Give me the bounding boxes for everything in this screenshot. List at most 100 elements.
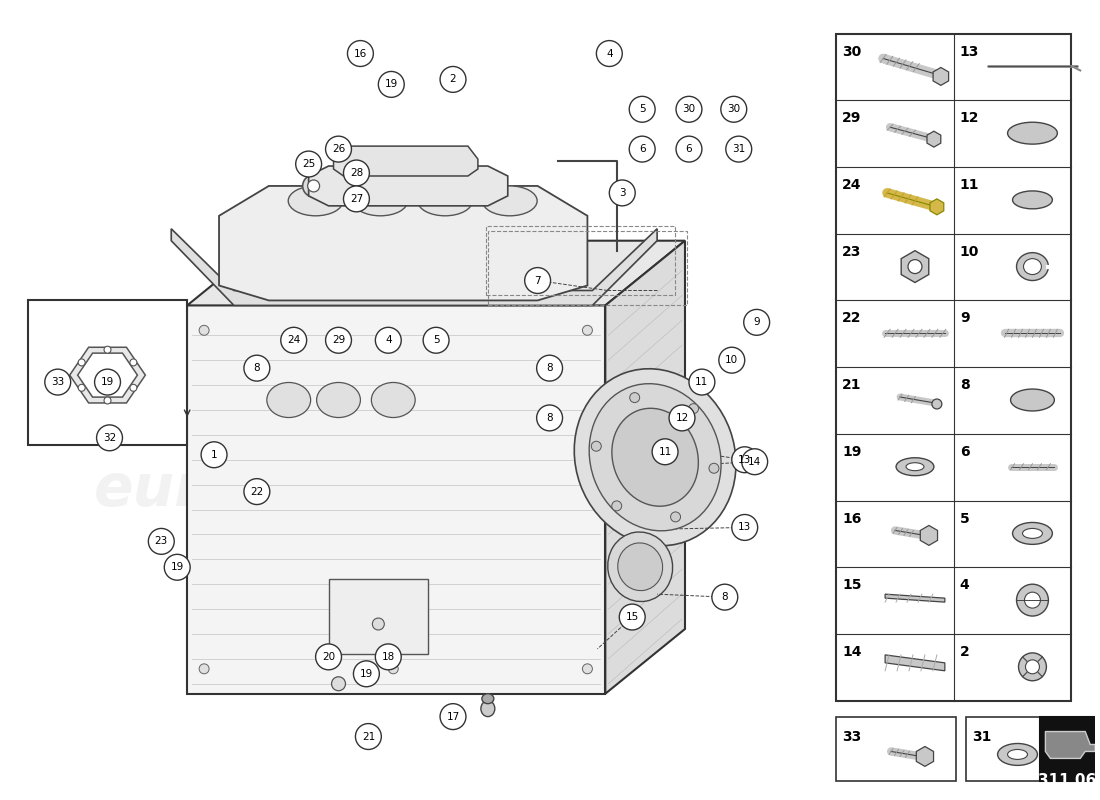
Circle shape bbox=[596, 41, 623, 66]
Circle shape bbox=[726, 136, 751, 162]
Circle shape bbox=[97, 425, 122, 450]
Circle shape bbox=[440, 66, 466, 92]
Text: 311 06: 311 06 bbox=[1038, 774, 1097, 788]
Text: eurospares: eurospares bbox=[95, 461, 463, 518]
Text: 4: 4 bbox=[606, 49, 613, 58]
Text: 31: 31 bbox=[733, 144, 746, 154]
Ellipse shape bbox=[1011, 389, 1055, 411]
Text: 19: 19 bbox=[843, 445, 861, 459]
Circle shape bbox=[676, 136, 702, 162]
Ellipse shape bbox=[1023, 258, 1042, 274]
Text: 27: 27 bbox=[350, 194, 363, 204]
Circle shape bbox=[537, 405, 562, 431]
Ellipse shape bbox=[1019, 653, 1046, 681]
Circle shape bbox=[669, 405, 695, 431]
Circle shape bbox=[652, 439, 678, 465]
Circle shape bbox=[676, 96, 702, 122]
Ellipse shape bbox=[353, 186, 408, 216]
Ellipse shape bbox=[1023, 529, 1043, 538]
Text: 5: 5 bbox=[432, 335, 439, 346]
Ellipse shape bbox=[104, 346, 111, 354]
Bar bbox=[1041, 717, 1096, 782]
Polygon shape bbox=[933, 67, 948, 86]
Ellipse shape bbox=[1012, 191, 1053, 209]
Ellipse shape bbox=[308, 180, 320, 192]
Ellipse shape bbox=[932, 399, 942, 409]
Text: 33: 33 bbox=[843, 730, 861, 743]
Text: 5: 5 bbox=[960, 511, 969, 526]
Ellipse shape bbox=[78, 359, 85, 366]
Text: 19: 19 bbox=[360, 669, 373, 678]
Text: 9: 9 bbox=[754, 318, 760, 327]
Text: 26: 26 bbox=[332, 144, 345, 154]
Circle shape bbox=[712, 584, 738, 610]
Text: 11: 11 bbox=[695, 377, 708, 387]
Text: 8: 8 bbox=[960, 378, 969, 392]
Circle shape bbox=[164, 554, 190, 580]
Circle shape bbox=[244, 355, 270, 381]
Circle shape bbox=[326, 327, 352, 354]
Text: 8: 8 bbox=[547, 413, 553, 423]
Ellipse shape bbox=[590, 384, 722, 531]
Text: 11: 11 bbox=[659, 446, 672, 457]
Circle shape bbox=[732, 446, 758, 473]
Circle shape bbox=[95, 369, 121, 395]
Text: 19: 19 bbox=[385, 79, 398, 90]
Circle shape bbox=[424, 327, 449, 354]
Circle shape bbox=[348, 41, 373, 66]
Text: 18: 18 bbox=[382, 652, 395, 662]
Text: 14: 14 bbox=[843, 645, 861, 659]
Text: 19: 19 bbox=[101, 377, 114, 387]
Circle shape bbox=[45, 369, 70, 395]
Text: 7: 7 bbox=[535, 275, 541, 286]
Polygon shape bbox=[187, 306, 605, 694]
Circle shape bbox=[537, 355, 562, 381]
Text: 2: 2 bbox=[960, 645, 969, 659]
Circle shape bbox=[718, 347, 745, 373]
Ellipse shape bbox=[1008, 750, 1027, 759]
Text: 28: 28 bbox=[350, 168, 363, 178]
Circle shape bbox=[201, 442, 227, 468]
Bar bbox=[836, 717, 956, 782]
Text: 13: 13 bbox=[960, 45, 979, 58]
Text: 30: 30 bbox=[727, 104, 740, 114]
Ellipse shape bbox=[370, 665, 377, 673]
Text: 5: 5 bbox=[639, 104, 646, 114]
Text: 10: 10 bbox=[960, 245, 979, 258]
Polygon shape bbox=[901, 250, 928, 282]
Ellipse shape bbox=[317, 382, 361, 418]
Ellipse shape bbox=[1024, 592, 1041, 608]
Text: 29: 29 bbox=[843, 111, 861, 126]
Ellipse shape bbox=[1012, 522, 1053, 544]
Ellipse shape bbox=[998, 743, 1037, 766]
Text: 20: 20 bbox=[322, 652, 335, 662]
Ellipse shape bbox=[710, 463, 719, 474]
Bar bbox=[488, 230, 688, 306]
Text: 14: 14 bbox=[748, 457, 761, 466]
Circle shape bbox=[148, 529, 174, 554]
Circle shape bbox=[440, 704, 466, 730]
Text: 9: 9 bbox=[960, 311, 969, 326]
Text: 15: 15 bbox=[843, 578, 861, 592]
Text: 6: 6 bbox=[685, 144, 692, 154]
Text: 13: 13 bbox=[738, 454, 751, 465]
Ellipse shape bbox=[612, 408, 698, 506]
Circle shape bbox=[353, 661, 380, 686]
Circle shape bbox=[619, 604, 646, 630]
Polygon shape bbox=[219, 186, 587, 301]
Polygon shape bbox=[78, 353, 138, 397]
Ellipse shape bbox=[78, 384, 85, 391]
Ellipse shape bbox=[302, 175, 324, 197]
Circle shape bbox=[343, 160, 370, 186]
Text: 1: 1 bbox=[211, 450, 218, 460]
Text: 17: 17 bbox=[447, 712, 460, 722]
Ellipse shape bbox=[629, 393, 640, 402]
Polygon shape bbox=[921, 526, 937, 546]
Ellipse shape bbox=[373, 618, 384, 630]
Circle shape bbox=[629, 96, 656, 122]
Text: 30: 30 bbox=[843, 45, 861, 58]
Polygon shape bbox=[1045, 731, 1096, 758]
Circle shape bbox=[375, 644, 402, 670]
Ellipse shape bbox=[1008, 122, 1057, 144]
Circle shape bbox=[296, 151, 321, 177]
